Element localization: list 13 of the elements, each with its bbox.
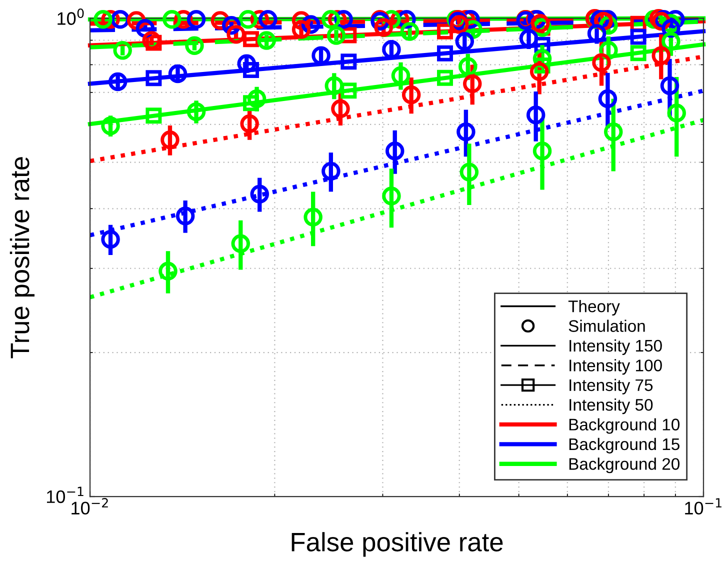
- x-axis-title: False positive rate: [292, 532, 503, 557]
- y-tick-label: 10$^{0}$: [58, 8, 84, 25]
- legend-label: Background 20: [569, 458, 680, 474]
- legend-label: Background 15: [569, 438, 680, 454]
- legend-label: Theory: [568, 300, 620, 316]
- legend-label: Intensity 100: [570, 359, 662, 375]
- x-tick-label: 10$^{−2}$: [72, 498, 108, 514]
- legend-label: Intensity 150: [570, 339, 662, 355]
- legend-label: Intensity 75: [570, 378, 653, 394]
- legend-label: Intensity 50: [570, 398, 653, 414]
- legend-label: Background 10: [569, 418, 680, 434]
- y-axis-title: True positive rate: [10, 157, 35, 358]
- legend-label: Simulation: [568, 320, 645, 332]
